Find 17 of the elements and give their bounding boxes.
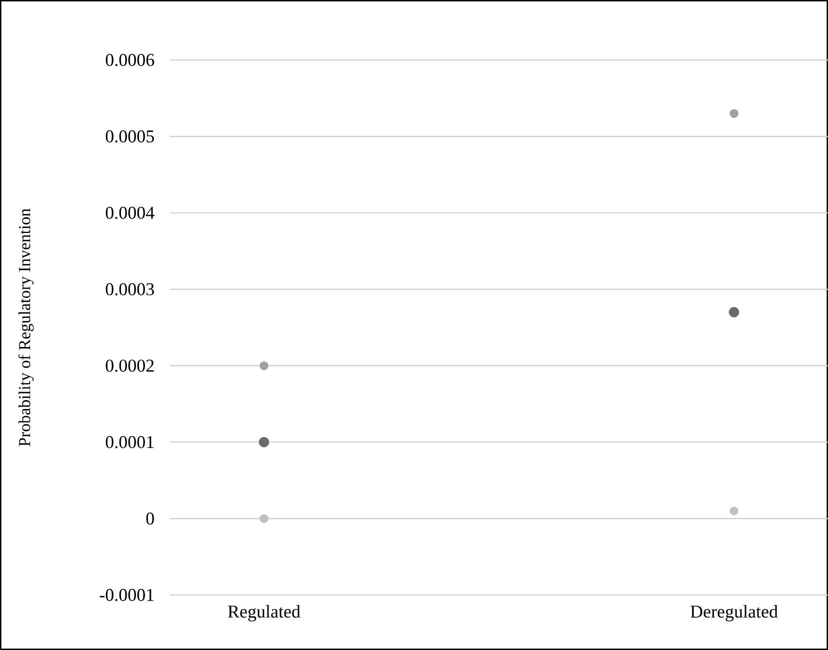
y-tick-label: 0.0004 <box>106 206 154 219</box>
y-tick-label: 0.0001 <box>106 436 154 448</box>
y-tick-label: 0 <box>146 512 154 525</box>
point <box>728 307 740 318</box>
x-tick-label: Regulated <box>228 605 300 622</box>
y-tick-label: 0.0002 <box>106 360 154 372</box>
point <box>260 514 268 523</box>
y-tick-label: 0.0005 <box>106 130 154 143</box>
point <box>730 506 738 516</box>
point <box>260 361 268 370</box>
point <box>730 109 738 118</box>
y-tick-label: 0.0003 <box>106 283 154 296</box>
y-axis-title: Probability of Regulatory Invention <box>18 208 34 446</box>
y-tick-label: -0.0001 <box>100 588 154 602</box>
point <box>258 436 270 448</box>
x-tick-label: Deregulated <box>690 605 778 622</box>
y-tick-label: 0.0006 <box>106 54 154 66</box>
